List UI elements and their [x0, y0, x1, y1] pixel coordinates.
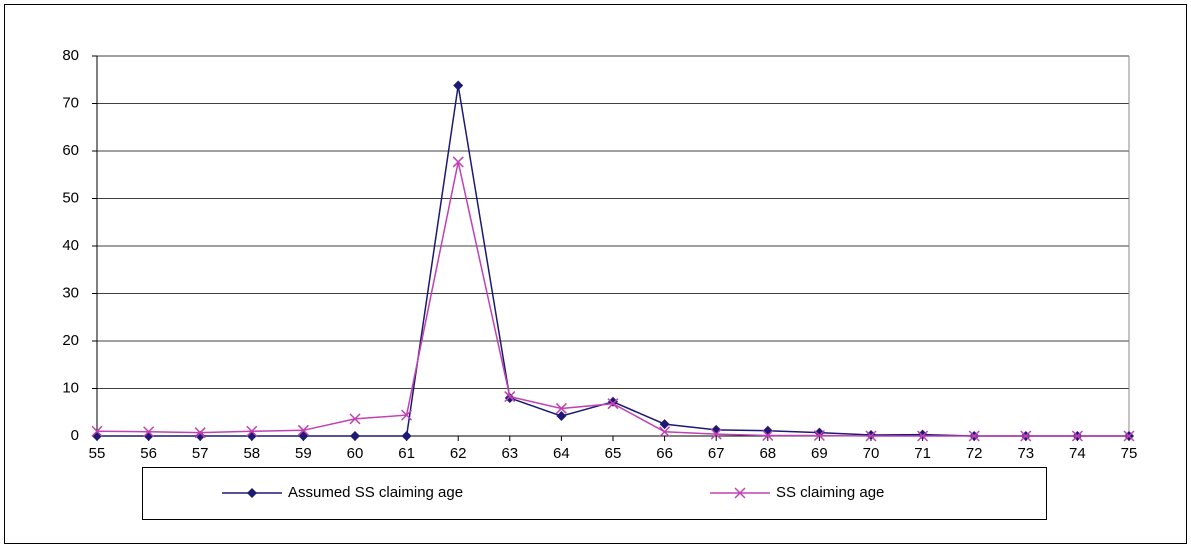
- x-tick-label: 58: [243, 445, 260, 462]
- marker-diamond: [659, 419, 670, 430]
- y-tick-label: 60: [62, 142, 79, 159]
- x-tick-label: 69: [811, 445, 828, 462]
- marker-x: [659, 426, 671, 438]
- marker-x: [734, 487, 746, 499]
- legend-box: [142, 467, 1047, 520]
- y-tick-label: 30: [62, 284, 79, 301]
- marker-x: [246, 425, 258, 437]
- y-tick-label: 80: [62, 47, 79, 64]
- marker-x: [865, 430, 877, 442]
- x-tick-label: 55: [89, 445, 106, 462]
- marker-x: [1123, 430, 1135, 442]
- marker-x: [297, 424, 309, 436]
- marker-x: [91, 425, 103, 437]
- x-tick-label: 67: [708, 445, 725, 462]
- x-tick-label: 57: [192, 445, 209, 462]
- marker-x: [762, 429, 774, 442]
- x-tick-label: 65: [605, 445, 622, 462]
- marker-x: [349, 413, 361, 425]
- x-tick-label: 63: [501, 445, 518, 462]
- chart-frame: [4, 4, 1187, 544]
- x-tick-label: 61: [398, 445, 415, 462]
- x-tick-label: 68: [759, 445, 776, 462]
- marker-diamond: [504, 393, 515, 403]
- marker-x: [1020, 430, 1032, 442]
- y-tick-label: 70: [62, 94, 79, 111]
- y-tick-label: 20: [62, 332, 79, 349]
- marker-x: [917, 430, 929, 442]
- legend-label: Assumed SS claiming age: [288, 484, 463, 501]
- marker-x: [504, 391, 516, 403]
- x-tick-label: 74: [1069, 445, 1086, 462]
- marker-x: [555, 402, 567, 414]
- marker-x: [1071, 430, 1083, 442]
- x-tick-label: 70: [863, 445, 880, 462]
- marker-x: [968, 430, 980, 442]
- marker-diamond: [195, 431, 206, 441]
- x-tick-label: 75: [1121, 445, 1138, 462]
- marker-x: [607, 398, 619, 410]
- y-tick-label: 50: [62, 189, 79, 206]
- y-tick-label: 40: [62, 237, 79, 254]
- x-tick-label: 56: [140, 445, 157, 462]
- marker-x: [813, 429, 825, 442]
- y-tick-label: 10: [62, 379, 79, 396]
- marker-x: [194, 427, 206, 439]
- y-tick-label: 0: [71, 427, 79, 444]
- marker-diamond: [453, 80, 464, 91]
- x-tick-label: 72: [966, 445, 983, 462]
- marker-diamond: [917, 429, 928, 440]
- legend-label: SS claiming age: [776, 484, 884, 501]
- marker-x: [401, 409, 413, 421]
- x-tick-label: 62: [450, 445, 467, 462]
- marker-diamond: [556, 411, 567, 422]
- x-tick-label: 60: [347, 445, 364, 462]
- marker-diamond: [401, 431, 412, 441]
- marker-x: [143, 426, 155, 438]
- x-tick-label: 73: [1017, 445, 1034, 462]
- marker-diamond: [350, 431, 360, 441]
- marker-x: [452, 156, 464, 168]
- marker-diamond: [247, 488, 257, 498]
- x-tick-label: 66: [656, 445, 673, 462]
- x-tick-label: 71: [914, 445, 931, 462]
- x-tick-label: 59: [295, 445, 312, 462]
- x-tick-label: 64: [553, 445, 570, 462]
- marker-x: [710, 428, 722, 440]
